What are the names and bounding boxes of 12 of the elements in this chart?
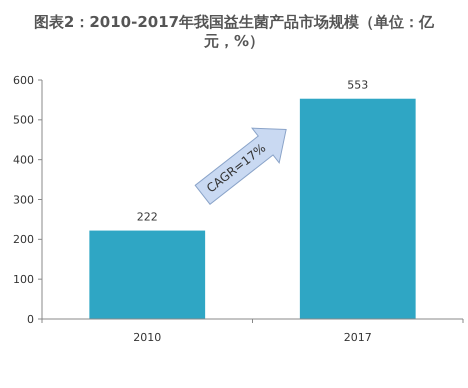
y-tick-label: 400 (13, 154, 34, 167)
y-tick-label: 300 (13, 193, 34, 206)
y-tick-label: 500 (13, 114, 34, 127)
data-label: 553 (347, 78, 368, 92)
x-tick-label: 2010 (133, 331, 162, 344)
chart-title: 图表2：2010-2017年我国益生菌产品市场规模（单位：亿元，%） (34, 13, 436, 50)
y-tick-label: 200 (13, 233, 34, 246)
x-tick-label: 2017 (344, 331, 372, 344)
y-tick-label: 600 (13, 74, 34, 87)
y-tick-label: 0 (27, 312, 34, 326)
data-label: 222 (136, 210, 158, 224)
y-tick-label: 100 (13, 273, 34, 286)
